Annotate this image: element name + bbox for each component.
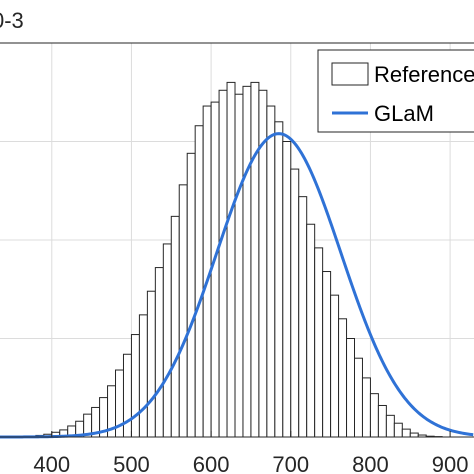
histogram-bar	[330, 294, 340, 438]
legend-label-reference: Reference	[374, 62, 474, 87]
histogram-bar	[138, 314, 148, 438]
x-tick-label: 700	[272, 452, 309, 474]
histogram-bar	[377, 404, 387, 438]
histogram-bar	[170, 215, 180, 438]
x-tick-label: 600	[193, 452, 230, 474]
histogram-bars	[27, 81, 443, 438]
x-tick-label: 900	[432, 452, 469, 474]
histogram-bar	[178, 184, 188, 438]
histogram-bar	[369, 393, 379, 438]
histogram-bar	[401, 428, 411, 438]
legend: Reference GLaM	[317, 49, 474, 133]
histogram-bar	[346, 338, 356, 438]
histogram-bar	[322, 271, 332, 438]
histogram-bar	[385, 414, 395, 438]
histogram-bar	[393, 422, 403, 438]
x-tick-label: 800	[352, 452, 389, 474]
x-tick-label: 500	[113, 452, 150, 474]
x-tick-marks	[51, 431, 451, 437]
histogram-bar	[226, 81, 236, 438]
histogram-bar	[234, 93, 244, 438]
glam-curve	[0, 132, 474, 439]
histogram-bar	[314, 247, 324, 438]
histogram-bar	[361, 377, 371, 438]
histogram-bar	[162, 243, 172, 438]
histogram-bar	[298, 196, 308, 438]
histogram-bar	[290, 168, 300, 438]
histogram-bar	[306, 223, 316, 438]
histogram-bar	[282, 141, 292, 438]
histogram-bar	[186, 152, 196, 438]
axis-exponent-label: 0-3	[0, 8, 24, 33]
histogram-bar	[266, 105, 276, 438]
histogram-bar	[130, 334, 140, 438]
histogram-bar	[146, 290, 156, 438]
histogram-bar	[338, 318, 348, 438]
histogram-bar	[194, 125, 204, 438]
histogram-bar	[250, 81, 260, 438]
x-tick-labels: 400 500 600 700 800 900	[33, 452, 468, 474]
legend-label-glam: GLaM	[374, 101, 434, 126]
histogram-bar	[274, 121, 284, 438]
x-tick-label: 400	[33, 452, 70, 474]
histogram-bar	[154, 267, 164, 438]
histogram-bar	[409, 432, 419, 438]
histogram-bar	[242, 85, 252, 438]
histogram-bar	[218, 89, 228, 438]
legend-swatch-reference	[331, 62, 369, 86]
histogram-bar	[354, 357, 363, 438]
